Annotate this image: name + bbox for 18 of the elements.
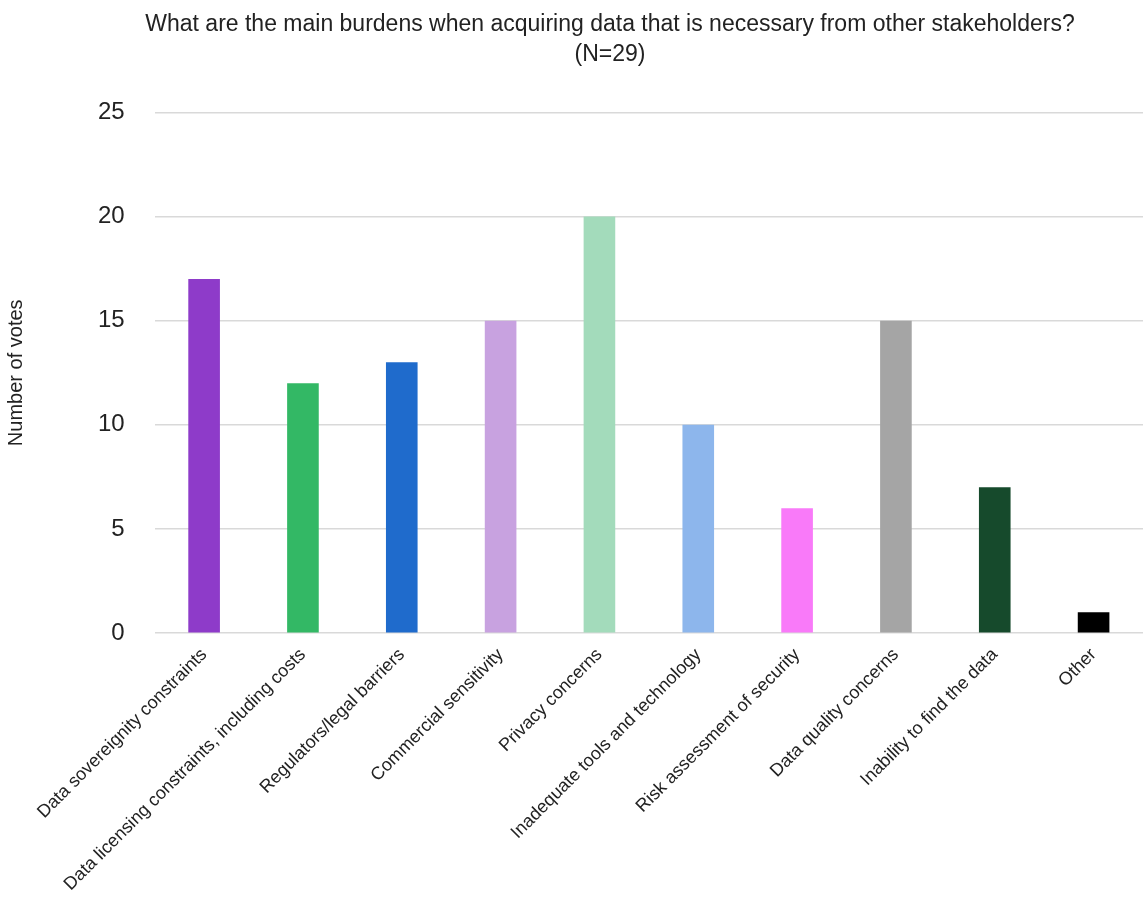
y-axis-title: Number of votes (3, 299, 26, 447)
bar (385, 362, 418, 633)
bar (287, 383, 319, 633)
chart-title: What are the main burdens when acquiring data that is necessary from other stakeholders? (N=29) (144, 9, 1076, 68)
bar (583, 216, 616, 633)
y-tick-label: 20 (97, 201, 125, 229)
bar (484, 320, 517, 633)
bar (1077, 612, 1110, 633)
bar (682, 424, 715, 633)
y-tick-label: 5 (111, 513, 125, 541)
bar (880, 320, 912, 633)
y-tick-label: 15 (97, 305, 125, 333)
bar (781, 508, 813, 633)
bar (188, 279, 220, 633)
y-tick-label: 10 (97, 409, 125, 437)
y-tick-label: 0 (111, 617, 125, 645)
bar (978, 487, 1011, 633)
y-tick-label: 25 (97, 97, 125, 125)
